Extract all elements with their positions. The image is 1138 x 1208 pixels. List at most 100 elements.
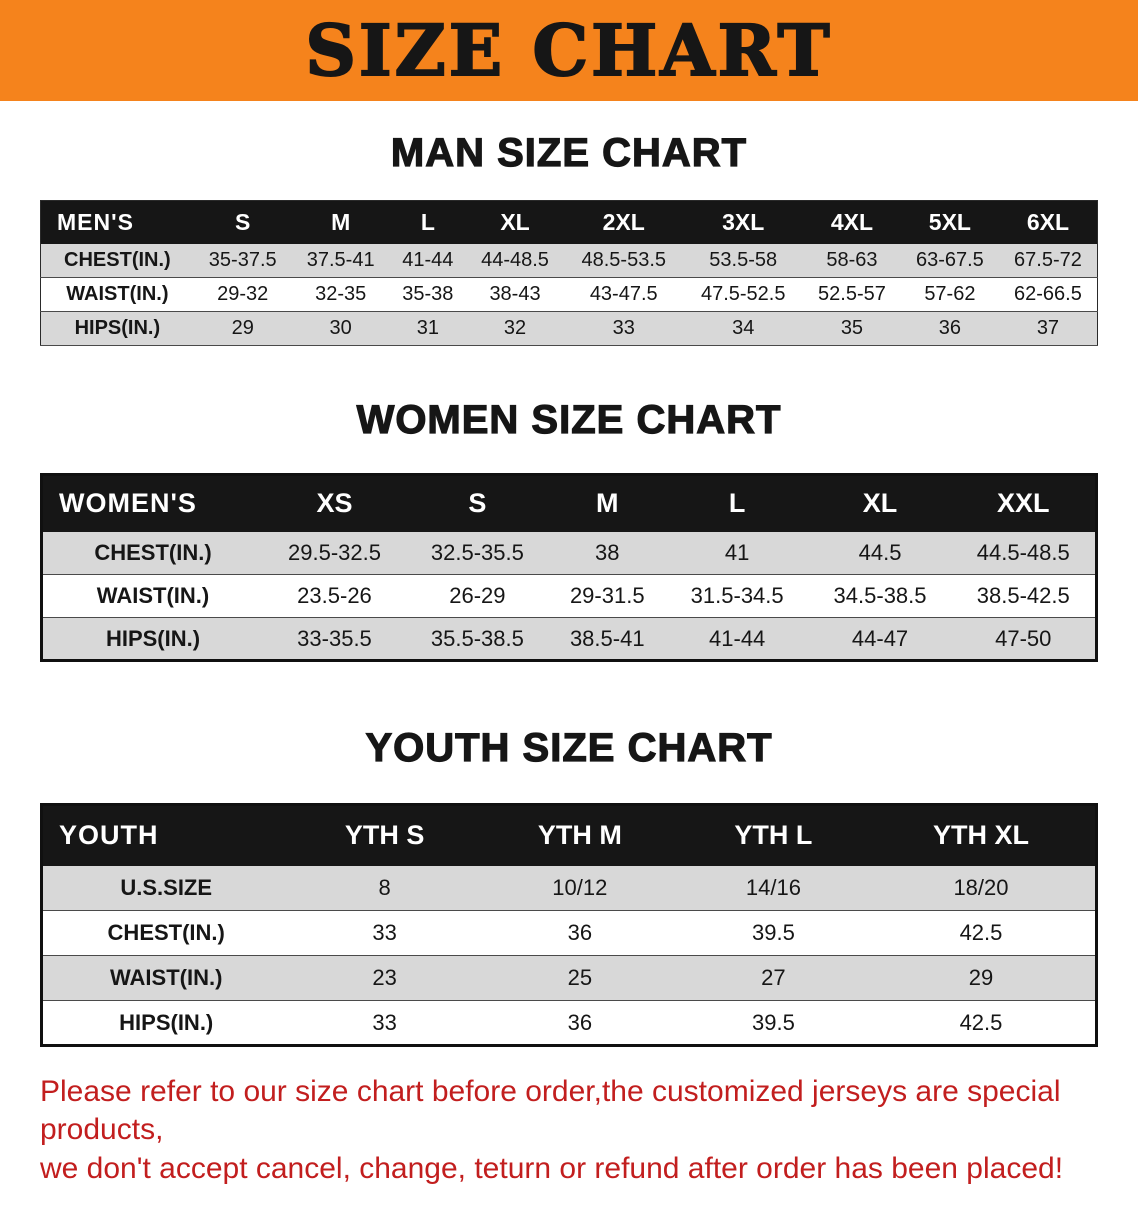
table-row: CHEST(IN.) 33 36 39.5 42.5 xyxy=(41,910,1097,956)
size-value: 26-29 xyxy=(449,583,506,608)
size-column-header: 2XL xyxy=(564,200,684,244)
women-size-table: WOMEN'S XS S M L XL XXL CHEST(IN.) 29.5-32.5 32.5… xyxy=(40,473,1098,662)
size-value: 33 xyxy=(372,1009,397,1035)
size-value: 37.5-41 xyxy=(306,248,375,271)
size-value: 35.5-38.5 xyxy=(430,625,524,651)
men-size-table: MEN'S S M L XL 2XL 3XL 4XL 5XL 6XL CHEST(IN.) 35-37… xyxy=(40,200,1098,346)
disclaimer-line-2: we don't accept cancel, change, teturn o… xyxy=(40,1152,1064,1185)
size-value: 37 xyxy=(1036,317,1060,339)
size-value: 33-35.5 xyxy=(297,625,372,651)
size-column-header: L xyxy=(389,200,467,244)
size-value: 39.5 xyxy=(752,1009,795,1035)
size-column-header: L xyxy=(665,474,809,532)
disclaimer: Please refer to our size chart before or… xyxy=(40,1073,1138,1188)
row-label-header: WOMEN'S xyxy=(41,474,264,532)
size-value: 63-67.5 xyxy=(915,248,984,271)
size-value: 53.5-58 xyxy=(709,248,778,271)
size-value: 47-50 xyxy=(995,625,1052,651)
size-column-header: 5XL xyxy=(900,200,999,244)
size-table: YOUTH YTH S YTH M YTH L YTH XL U.S.SIZE 8 10/12… xyxy=(40,803,1098,1047)
size-column-header: 3XL xyxy=(683,200,803,244)
women-section-heading: WOMEN SIZE CHART xyxy=(356,397,782,442)
size-value: 31 xyxy=(416,317,439,339)
size-value: 32 xyxy=(503,317,527,339)
size-value: 44.5-48.5 xyxy=(976,539,1070,565)
size-value: 23.5-26 xyxy=(297,583,372,608)
size-column-header: S xyxy=(193,200,292,244)
size-table: MEN'S S M L XL 2XL 3XL 4XL 5XL 6XL CHEST(IN.) 35-37… xyxy=(40,200,1098,346)
table-row: HIPS(IN.) 33 36 39.5 42.5 xyxy=(41,1000,1097,1046)
youth-section-heading: YOUTH SIZE CHART xyxy=(365,725,773,770)
table-row: WAIST(IN.) 23 25 27 29 xyxy=(41,955,1097,1001)
youth-size-table: YOUTH YTH S YTH M YTH L YTH XL U.S.SIZE 8 10/12… xyxy=(40,803,1098,1047)
size-value: 62-66.5 xyxy=(1014,283,1082,305)
row-label: CHEST(IN.) xyxy=(94,539,212,565)
size-column-header: XL xyxy=(808,474,952,532)
size-value: 29 xyxy=(968,965,994,990)
size-column-header: 6XL xyxy=(998,200,1098,244)
size-column-header: XS xyxy=(263,474,406,532)
size-column-header: M xyxy=(548,474,666,532)
row-label: WAIST(IN.) xyxy=(109,965,223,990)
size-value: 30 xyxy=(329,317,352,339)
size-column-header: YTH L xyxy=(679,804,867,866)
size-value: 47.5-52.5 xyxy=(700,283,786,305)
size-value: 42.5 xyxy=(959,1009,1003,1035)
size-value: 52.5-57 xyxy=(818,283,886,305)
men-section-heading: MAN SIZE CHART xyxy=(390,130,748,175)
size-value: 57-62 xyxy=(924,283,976,305)
size-value: 29 xyxy=(231,317,254,339)
size-value: 32.5-35.5 xyxy=(430,539,524,565)
size-value: 35-37.5 xyxy=(208,248,277,271)
women-size-section: WOMEN SIZE CHART WOMEN'S XS S M L XL XXL CHEST(… xyxy=(0,397,1138,662)
size-value: 14/16 xyxy=(745,874,801,900)
size-value: 41-44 xyxy=(709,625,766,651)
size-value: 18/20 xyxy=(953,874,1009,900)
size-column-header: XL xyxy=(466,200,564,244)
table-row: HIPS(IN.) 29 30 31 32 33 34 35 36 37 xyxy=(40,311,1098,346)
size-value: 36 xyxy=(567,920,593,945)
table-header-row: WOMEN'S XS S M L XL XXL xyxy=(41,474,1097,532)
table-row: WAIST(IN.) 23.5-26 26-29 29-31.5 31.5-34.5 34… xyxy=(41,574,1097,618)
disclaimer-line-1: Please refer to our size chart before or… xyxy=(40,1075,1061,1146)
size-value: 32-35 xyxy=(315,283,367,305)
size-value: 10/12 xyxy=(552,874,608,900)
size-value: 38-43 xyxy=(489,283,541,305)
size-column-header: XXL xyxy=(951,474,1097,532)
size-value: 43-47.5 xyxy=(589,283,658,305)
size-value: 36 xyxy=(567,1009,593,1035)
youth-size-section: YOUTH SIZE CHART YOUTH YTH S YTH M YTH L YTH… xyxy=(0,725,1138,1047)
size-table: WOMEN'S XS S M L XL XXL CHEST(IN.) 29.5-32.5 32.5… xyxy=(40,473,1098,662)
row-label: WAIST(IN.) xyxy=(66,283,169,305)
size-value: 33 xyxy=(372,920,397,945)
banner-title: SIZE CHART xyxy=(304,8,833,92)
row-label: CHEST(IN.) xyxy=(107,920,225,945)
size-value: 29-32 xyxy=(217,283,269,305)
table-row: CHEST(IN.) 29.5-32.5 32.5-35.5 38 41 44.5 44.5… xyxy=(41,531,1097,575)
row-label-header: MEN'S xyxy=(40,200,194,244)
size-value: 38 xyxy=(595,539,620,565)
size-value: 44.5 xyxy=(858,539,902,565)
size-value: 33 xyxy=(612,317,635,339)
size-value: 48.5-53.5 xyxy=(581,248,666,271)
size-value: 44-48.5 xyxy=(481,248,549,271)
size-value: 39.5 xyxy=(752,920,795,945)
row-label: U.S.SIZE xyxy=(120,874,213,900)
size-value: 42.5 xyxy=(959,920,1003,945)
size-value: 41 xyxy=(724,539,750,565)
size-value: 34 xyxy=(732,317,755,339)
size-value: 35-38 xyxy=(402,283,454,305)
table-row: CHEST(IN.) 35-37.5 37.5-41 41-44 44-48.5 48.5… xyxy=(40,243,1098,278)
table-row: HIPS(IN.) 33-35.5 35.5-38.5 38.5-41 41-44 44-… xyxy=(41,617,1097,661)
size-value: 29.5-32.5 xyxy=(288,539,381,565)
size-column-header: M xyxy=(291,200,390,244)
table-header-row: YOUTH YTH S YTH M YTH L YTH XL xyxy=(41,804,1097,866)
size-value: 67.5-72 xyxy=(1014,248,1082,271)
row-label: HIPS(IN.) xyxy=(119,1009,214,1035)
size-column-header: YTH S xyxy=(289,804,480,866)
men-size-section: MAN SIZE CHART MEN'S S M L XL 2XL 3XL 4XL 5XL 6XL… xyxy=(0,130,1138,346)
size-value: 44-47 xyxy=(851,625,909,651)
size-value: 41-44 xyxy=(402,248,454,271)
table-header-row: MEN'S S M L XL 2XL 3XL 4XL 5XL 6XL xyxy=(40,200,1098,244)
table-row: WAIST(IN.) 29-32 32-35 35-38 38-43 43-47.5 47.… xyxy=(40,277,1098,312)
